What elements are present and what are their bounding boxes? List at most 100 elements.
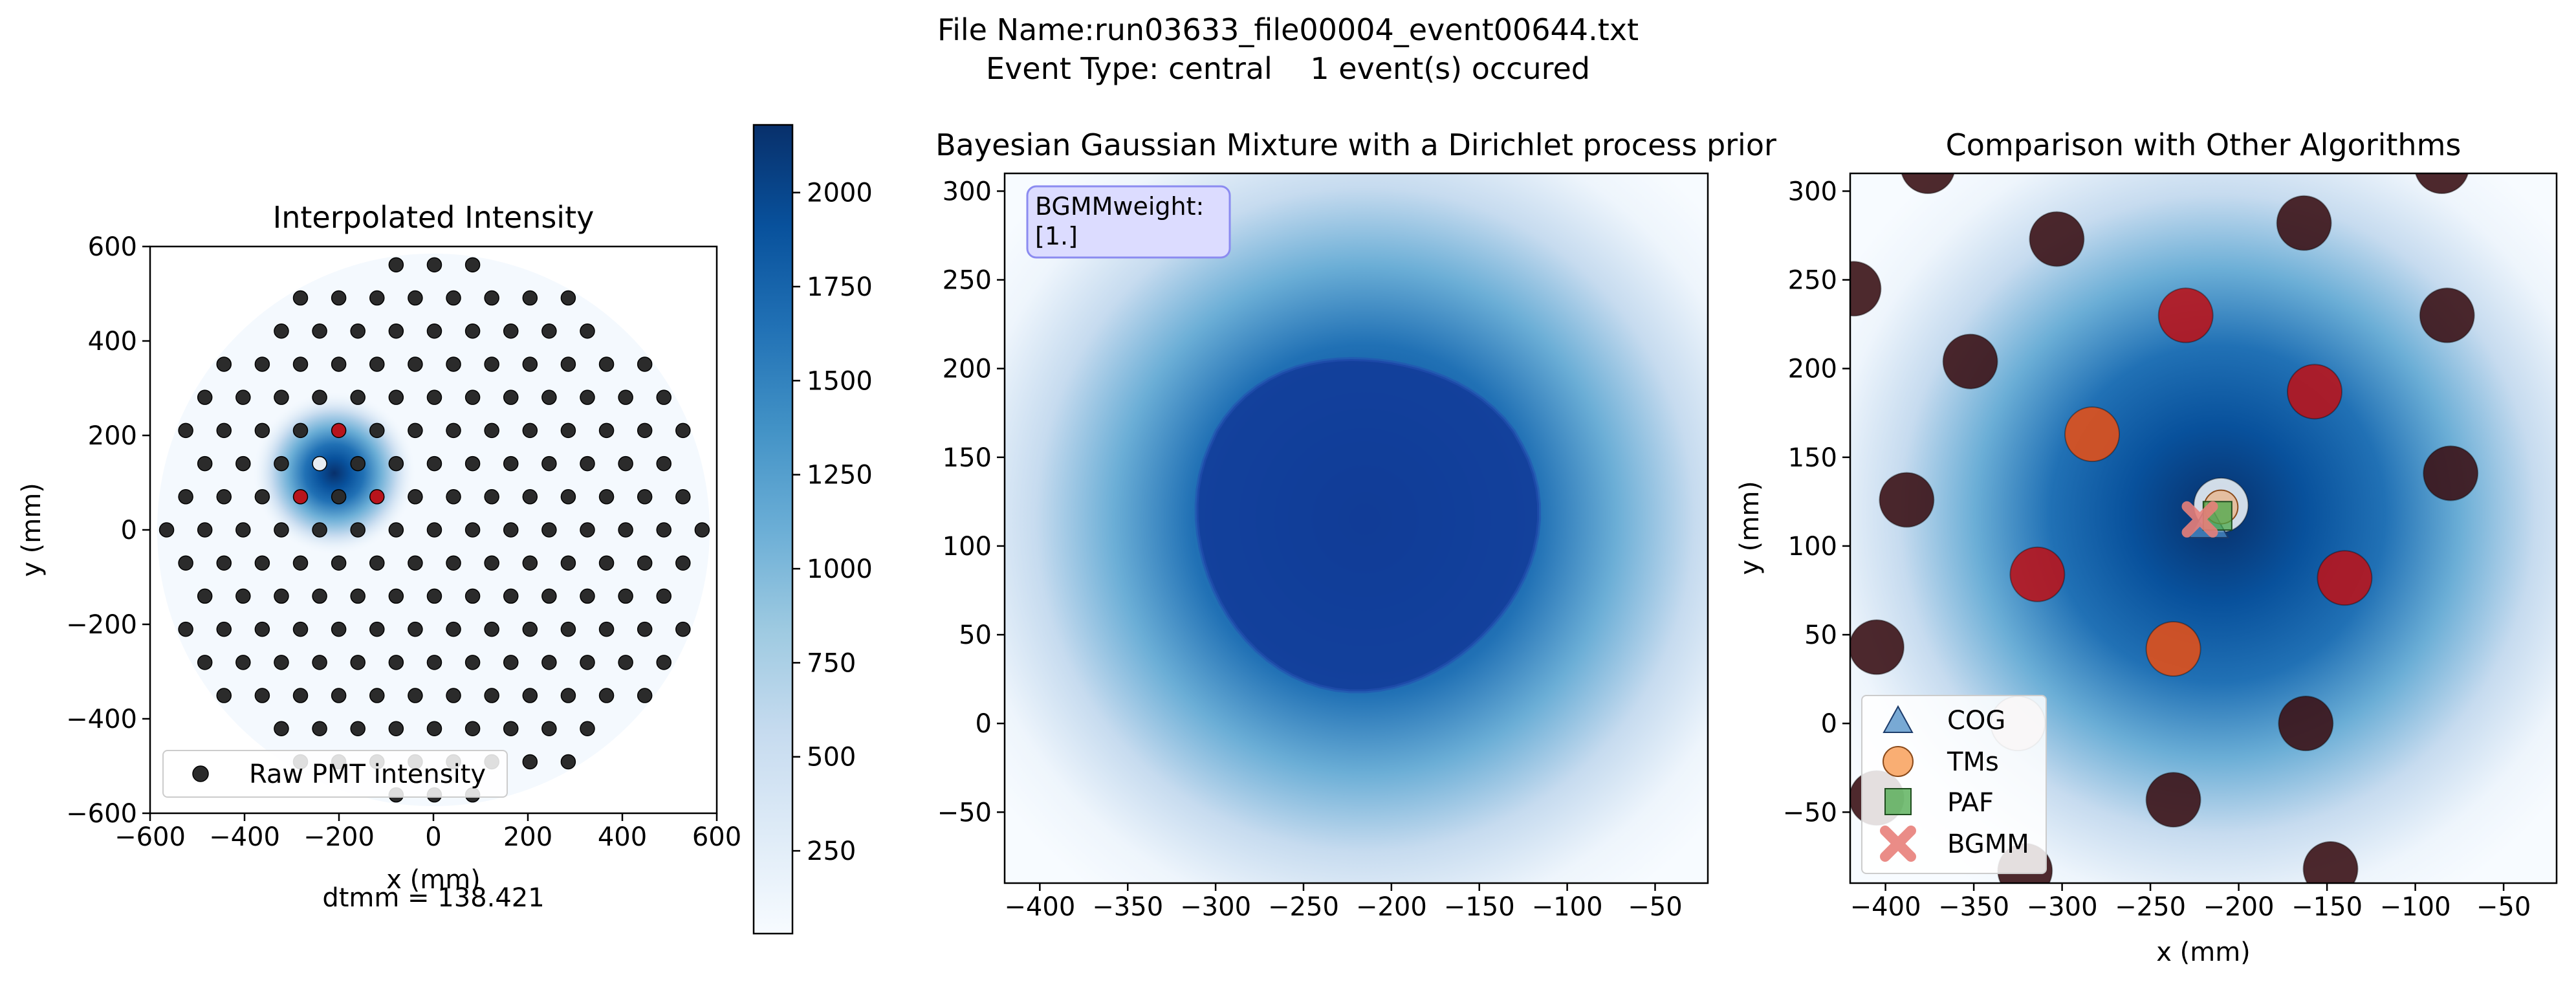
left-pmt-point [350,721,366,736]
left-pmt-point [560,555,576,571]
left-ytick-label: −400 [66,705,137,734]
left-pmt-point [216,489,232,505]
left-pmt-point [388,257,404,273]
left-pmt-point [675,621,691,637]
left-ytick-label: 600 [88,232,137,262]
left-pmt-point [598,489,615,505]
left-pmt-point [598,621,615,637]
left-pmt-point [426,721,442,736]
left-pmt-point [522,754,538,770]
left-pmt-point [675,555,691,571]
right-ytick-label: −50 [1783,798,1837,827]
left-pmt-point [312,389,327,405]
left-pmt-point [388,455,404,472]
left-pmt-point [274,721,289,736]
colorbar-tick-label: 1500 [807,366,873,396]
left-pmt-point [522,290,538,306]
right-pmt-point [2414,173,2469,195]
left-pmt-point [484,422,499,439]
middle-xtick-label: −100 [1532,892,1603,922]
left-pmt-point [312,721,327,736]
right-pmt-point [2419,287,2475,344]
left-pmt-point [408,422,423,439]
left-pmt-point [503,455,519,472]
figure-title-line1: File Name:run03633_file00004_event00644.… [937,12,1639,47]
middle-ytick-label: −50 [937,798,992,827]
left-pmt-point [216,688,232,703]
right-panel: Comparison with Other Algorithms −400 −35… [1735,127,2558,967]
left-pmt-point [369,621,385,637]
colorbar-ticks: 250 500 750 1000 1250 1500 1750 2000 [792,179,873,866]
left-pmt-point [560,422,576,439]
left-dtmm-annotation: dtmm = 138.421 [322,883,544,913]
left-pmt-point [350,655,366,670]
right-ytick-label: 200 [1788,355,1837,384]
left-pmt-point [235,655,251,670]
left-pmt-point [503,323,519,339]
left-pmt-point [541,455,557,472]
left-pmt-point [675,422,691,439]
left-pmt-point [369,422,385,439]
legend-bgmm-marker [1880,826,1916,862]
left-pmt-point [274,455,289,472]
middle-panel: Bayesian Gaussian Mixture with a Dirichl… [935,127,1776,922]
legend-cog-label: COG [1947,706,2005,736]
left-pmt-point [426,655,442,670]
legend-tms-label: TMs [1947,747,1999,777]
right-pmt-point [2278,696,2334,752]
left-pmt-point [369,356,385,372]
right-pmt-point [2064,406,2121,463]
left-pmt-point [235,588,251,604]
left-pmt-point [292,621,309,637]
left-pmt-point [580,655,595,670]
weight-box-value: [1.] [1035,222,1078,250]
left-pmt-point [522,422,538,439]
left-pmt-point [446,688,461,703]
right-xtick-label: −100 [2380,892,2451,922]
left-pmt-point [503,588,519,604]
left-pmt-point [312,522,327,538]
left-pmt-point [484,290,499,306]
left-pmt-point [580,455,595,472]
left-pmt-point [503,655,519,670]
left-pmt-point [446,290,461,306]
left-pmt-point [598,688,615,703]
middle-weight-box: BGMMweight: [1.] [1026,185,1231,259]
middle-xtick-label: −350 [1092,892,1163,922]
left-pmt-point [503,721,519,736]
left-pmt-point [637,621,653,637]
left-pmt-point [464,389,481,405]
left-pmt-point [464,455,481,472]
left-pmt-point [541,588,557,604]
left-pmt-point [580,522,595,538]
left-legend: Raw PMT intensity [162,750,508,798]
left-pmt-point [274,588,289,604]
left-pmt-point [178,621,193,637]
left-pmt-point [541,655,557,670]
left-pmt-point [446,356,461,372]
right-legend: COG TMs PAF BGMM [1861,695,2047,874]
left-pmt-point [426,455,442,472]
right-pmt-point [1901,173,1955,195]
left-pmt-point [637,688,653,703]
left-ytick-label: 0 [121,516,137,545]
left-xtick-label: 600 [692,822,741,852]
left-pmt-point [522,555,538,571]
left-pmt-point [656,389,671,405]
colorbar: 250 500 750 1000 1250 1500 1750 2000 [752,124,873,935]
middle-ytick-label: 250 [943,266,992,296]
left-pmt-point [292,356,309,372]
right-ytick-label: 250 [1788,266,1837,296]
left-pmt-point [464,655,481,670]
left-pmt-point [197,522,213,538]
right-ytick-label: 100 [1788,532,1837,562]
left-pmt-point [254,688,270,703]
middle-ytick-label: 0 [976,709,992,739]
right-panel-title: Comparison with Other Algorithms [1946,127,2461,162]
middle-xtick-label: −400 [1004,892,1075,922]
right-xtick-label: −150 [2291,892,2363,922]
left-pmt-point [426,323,442,339]
left-pmt-point [541,389,557,405]
left-pmt-point [312,455,327,472]
